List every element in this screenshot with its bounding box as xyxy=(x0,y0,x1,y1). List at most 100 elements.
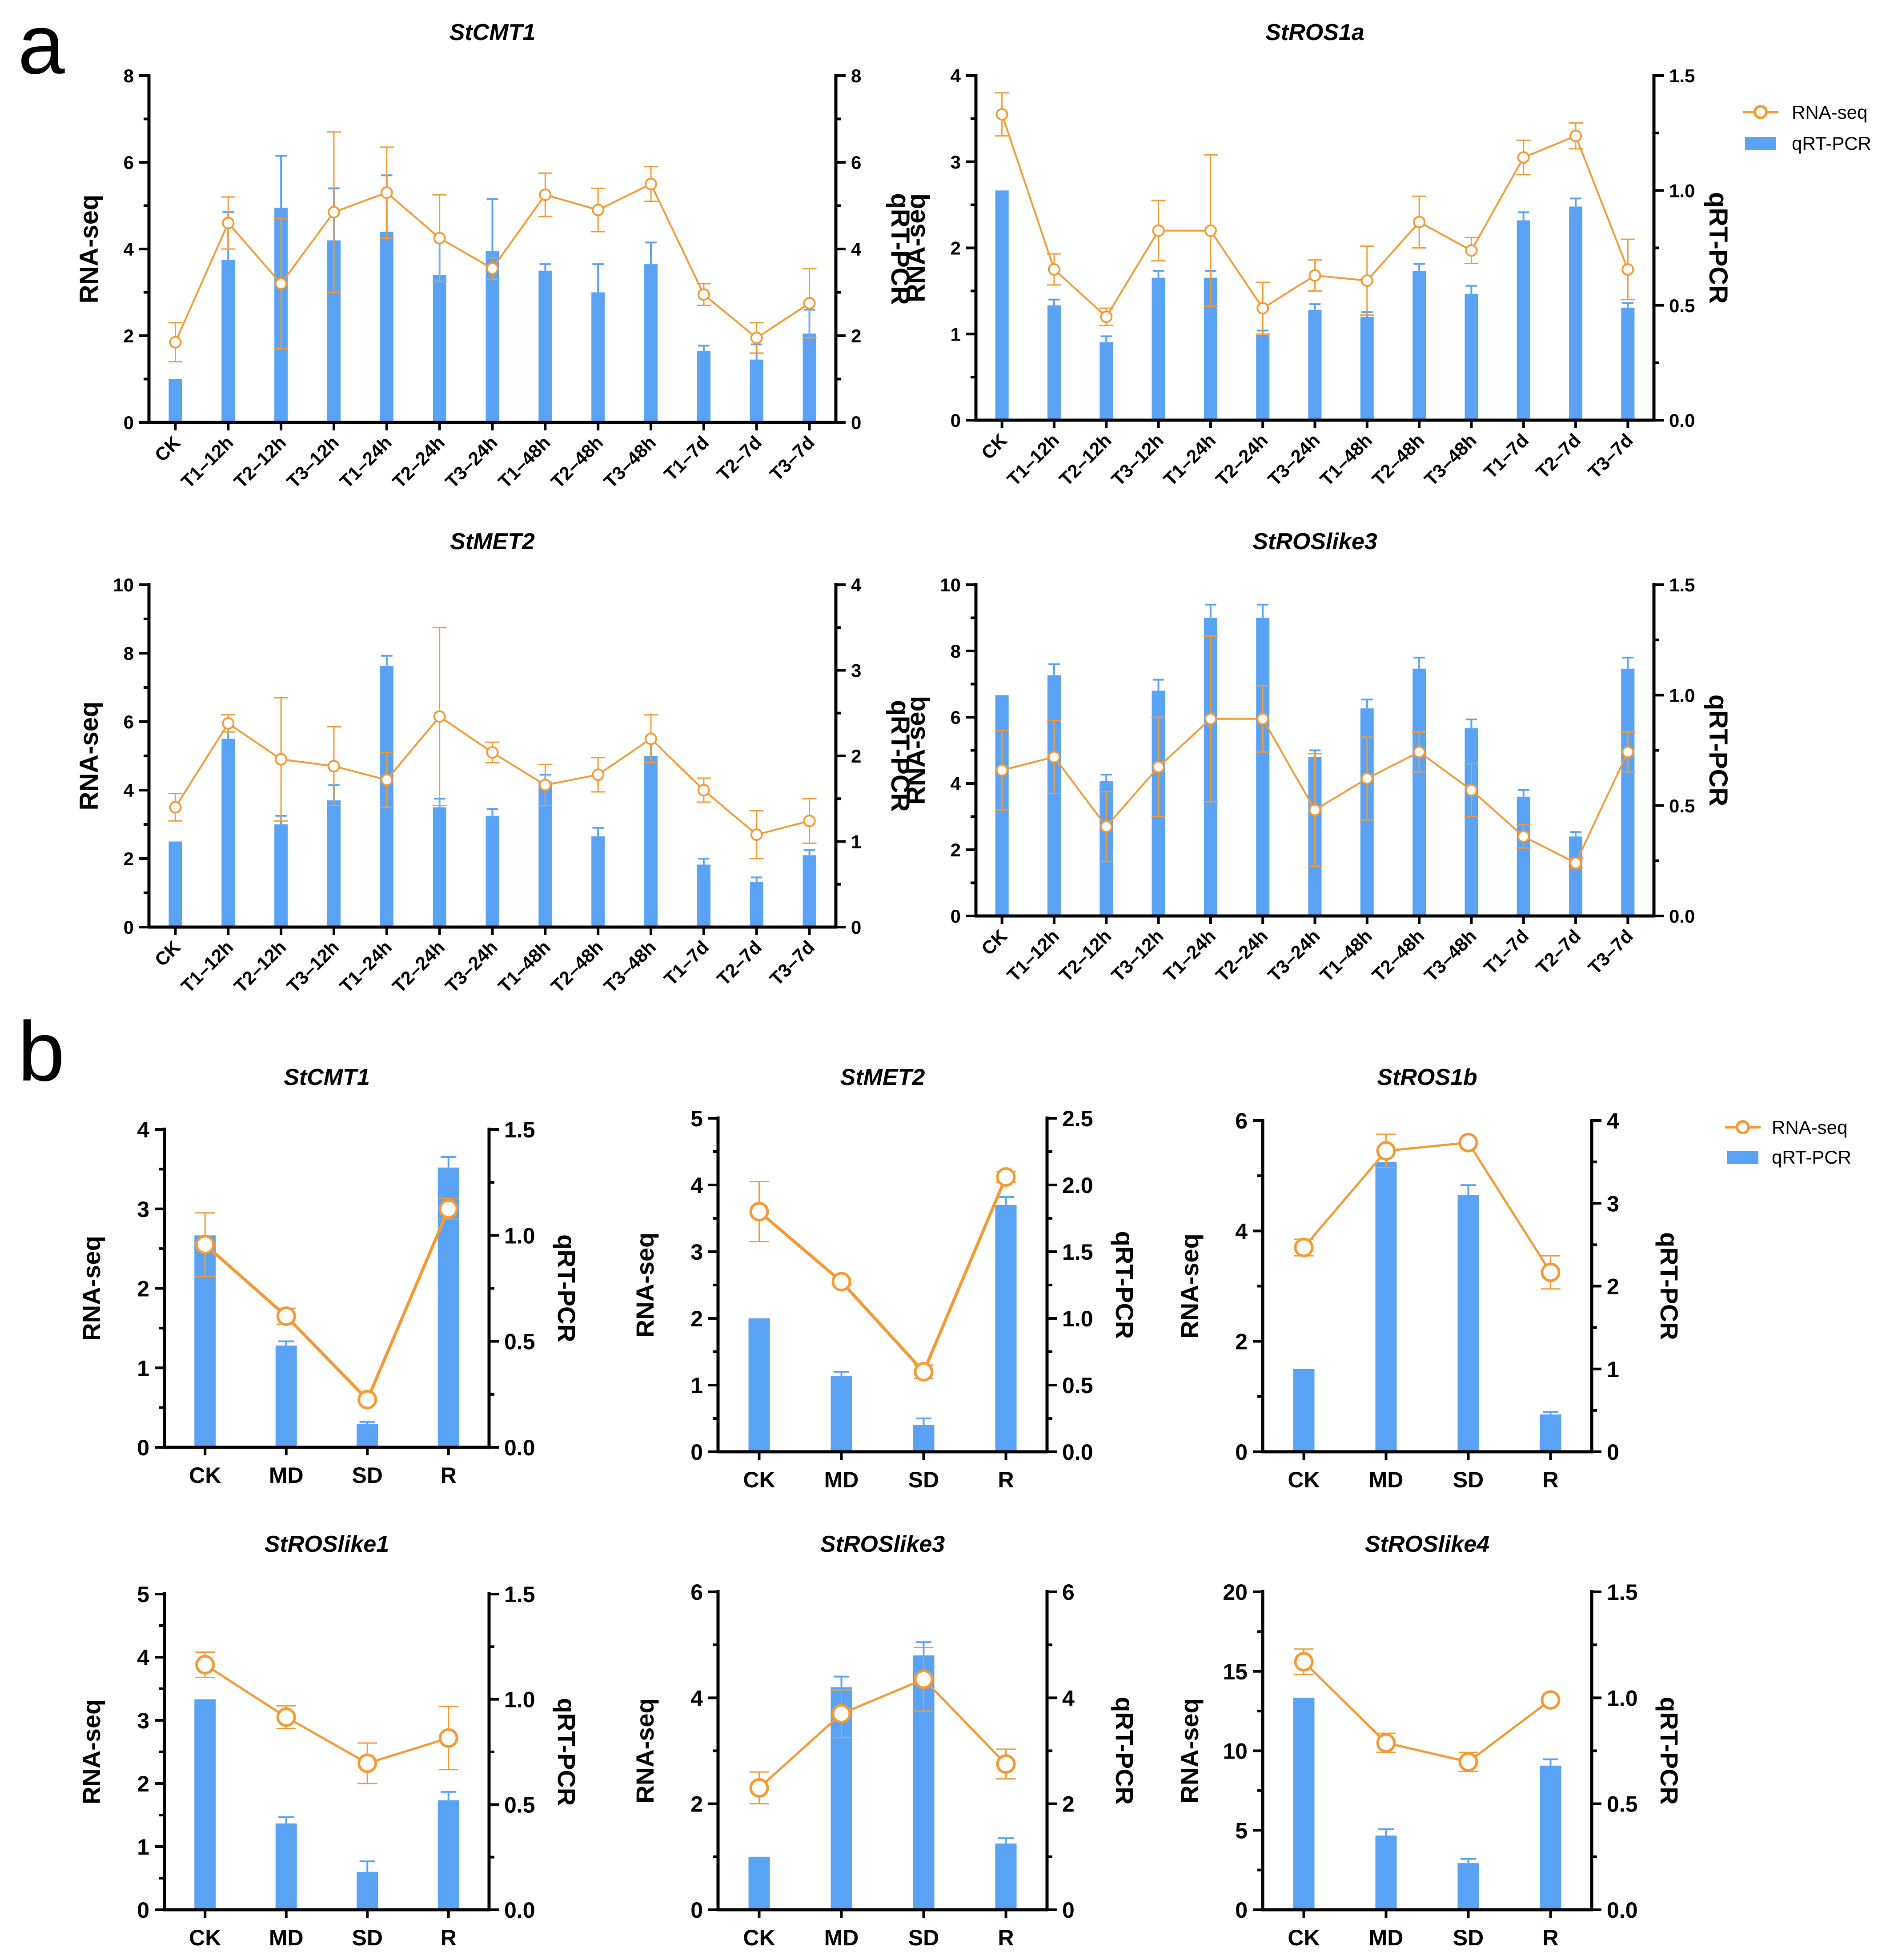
ylabel-right: qRT-PCR xyxy=(1111,1231,1139,1339)
bar-a4-1 xyxy=(1047,675,1061,916)
ylabel-left: RNA-seq xyxy=(77,1699,105,1804)
bar-a3-3 xyxy=(327,800,341,927)
tick-label-x: T3–7d xyxy=(766,936,819,989)
tick-label-right: 1.0 xyxy=(1669,180,1695,201)
point-a4-9 xyxy=(1465,783,1478,796)
tick-label-right: 1.5 xyxy=(504,1117,535,1142)
bar-a3-0 xyxy=(169,841,182,927)
tick-label-left: 0 xyxy=(951,410,961,431)
tick-label-x: T2–7d xyxy=(1532,430,1585,482)
point-a4-2 xyxy=(1100,820,1113,833)
chart-b6: StROSlike4 0 5 10 15 20 0.0 0.5 1.0 1.5 CK MD SD R RNA… xyxy=(1176,1531,1683,1950)
tick-label-x: CK xyxy=(189,1925,221,1950)
point-b6-3 xyxy=(1541,1690,1561,1710)
bar-a2-8 xyxy=(1413,271,1426,420)
point-b5-3 xyxy=(996,1754,1016,1774)
point-a3-5 xyxy=(433,710,446,723)
point-b5-1 xyxy=(831,1704,851,1724)
point-a3-10 xyxy=(697,784,710,796)
bar-a4-10 xyxy=(1517,796,1530,916)
bar-a2-11 xyxy=(1569,206,1583,420)
tick-label-x: T3–12h xyxy=(283,432,343,492)
tick-label-x: T1–12h xyxy=(177,936,237,997)
tick-label-left: 8 xyxy=(124,643,134,664)
tick-label-x: T3–12h xyxy=(1107,430,1168,490)
tick-label-x: T1–48h xyxy=(1316,430,1376,490)
tick-label-x: SD xyxy=(352,1925,383,1950)
bar-b3-3 xyxy=(1540,1414,1561,1452)
bar-a1-4 xyxy=(380,232,393,422)
legend-b-bar-label: qRT-PCR xyxy=(1772,1147,1851,1168)
tick-label-right: 0.0 xyxy=(504,1898,535,1923)
bar-b3-1 xyxy=(1375,1162,1397,1452)
tick-label-left: 8 xyxy=(124,65,134,86)
point-b2-2 xyxy=(914,1362,934,1382)
point-b4-0 xyxy=(195,1655,215,1675)
series-line-b4 xyxy=(204,1663,449,1765)
tick-label-left: 4 xyxy=(951,65,961,86)
tick-label-right: 6 xyxy=(851,152,861,173)
point-b6-2 xyxy=(1458,1752,1478,1772)
series-line-b2 xyxy=(758,1176,1007,1375)
chart-a4: StROSlike302468100.00.51.01.5CKT1–12hT2–… xyxy=(902,529,1733,986)
tick-label-left: 5 xyxy=(690,1106,703,1131)
tick-label-left: 4 xyxy=(137,1645,149,1670)
ylabel-right: qRT-PCR xyxy=(1655,1232,1683,1340)
tick-label-x: R xyxy=(1542,1467,1558,1492)
tick-label-x: MD xyxy=(824,1925,859,1950)
tick-label-left: 4 xyxy=(137,1117,149,1142)
tick-label-x: SD xyxy=(352,1463,383,1488)
bar-a1-12 xyxy=(803,333,816,422)
chart-b2: StMET2 0 1 2 3 4 5 0.0 0.5 1.0 1.5 2.0 2.5 CK MD SD R RNA… xyxy=(631,1064,1139,1492)
bar-a2-6 xyxy=(1308,310,1322,420)
tick-label-x: T1–12h xyxy=(1003,430,1063,490)
chart-b3: StROS1b 0 2 4 6 0 1 2 3 4 CK MD SD R RNA-seq qRT-PCR xyxy=(1176,1064,1683,1492)
tick-label-x: T1–24h xyxy=(336,432,396,492)
tick-label-left: 2 xyxy=(951,839,961,860)
point-a3-9 xyxy=(645,732,658,745)
tick-label-x: CK xyxy=(1288,1467,1320,1492)
point-b1-2 xyxy=(357,1390,377,1410)
bar-a3-11 xyxy=(750,881,763,927)
point-a1-11 xyxy=(750,331,763,344)
bar-a4-9 xyxy=(1465,728,1478,916)
ylabel-left: RNA-seq xyxy=(75,195,104,304)
point-a4-6 xyxy=(1308,803,1321,816)
tick-label-x: T1–7d xyxy=(1480,430,1533,482)
point-b3-1 xyxy=(1376,1141,1396,1161)
point-a3-0 xyxy=(169,801,182,814)
point-a2-5 xyxy=(1256,302,1269,315)
point-a4-3 xyxy=(1152,760,1165,773)
tick-label-x: T3–48h xyxy=(600,432,660,492)
bar-a1-0 xyxy=(169,379,182,422)
ylabel-left: RNA-seq xyxy=(77,1236,105,1341)
chart-title: StROSlike3 xyxy=(820,1531,945,1557)
tick-label-left: 4 xyxy=(951,773,961,794)
panel-letter-a: a xyxy=(18,0,65,92)
ylabel-left: RNA-seq xyxy=(902,193,931,302)
bar-a1-5 xyxy=(433,275,446,422)
tick-label-left: 0 xyxy=(951,906,961,927)
chart-title: StMET2 xyxy=(450,529,535,554)
chart-title: StROSlike1 xyxy=(265,1531,389,1557)
point-a2-6 xyxy=(1308,269,1321,282)
ylabel-right: qRT-PCR xyxy=(886,700,915,811)
tick-label-right: 1 xyxy=(851,831,861,852)
tick-label-right: 0.0 xyxy=(1062,1440,1093,1465)
tick-label-right: 1.0 xyxy=(1607,1686,1638,1711)
point-a1-10 xyxy=(697,288,710,301)
bar-a4-8 xyxy=(1413,668,1426,916)
point-a4-8 xyxy=(1413,746,1426,759)
tick-label-x: CK xyxy=(743,1467,775,1492)
point-b2-1 xyxy=(831,1272,851,1292)
bar-b4-1 xyxy=(275,1823,297,1910)
tick-label-x: MD xyxy=(1369,1925,1404,1950)
tick-label-left: 10 xyxy=(113,574,134,595)
tick-label-x: T2–24h xyxy=(388,936,449,997)
point-a2-0 xyxy=(995,108,1008,121)
tick-label-left: 0 xyxy=(1235,1440,1248,1465)
tick-label-x: R xyxy=(1542,1925,1558,1950)
bar-a1-1 xyxy=(221,260,235,422)
tick-label-x: MD xyxy=(824,1467,859,1492)
